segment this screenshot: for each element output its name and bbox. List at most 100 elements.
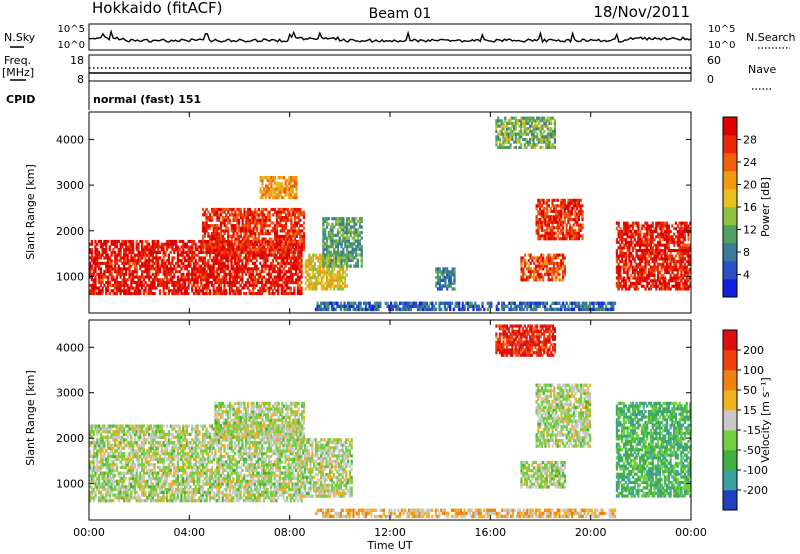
heatmap-cell xyxy=(141,286,144,290)
heatmap-cell xyxy=(232,218,235,222)
heatmap-cell xyxy=(630,229,633,233)
heatmap-cell xyxy=(203,232,206,236)
heatmap-cell xyxy=(653,260,656,264)
heatmap-cell xyxy=(349,228,352,232)
heatmap-cell xyxy=(535,301,538,305)
heatmap-cell xyxy=(418,304,421,308)
heatmap-cell xyxy=(205,221,208,225)
heatmap-cell xyxy=(293,210,297,214)
heatmap-cell xyxy=(327,307,330,312)
heatmap-cell xyxy=(214,234,217,238)
heatmap-cell xyxy=(565,307,568,312)
heatmap-cell xyxy=(336,264,340,268)
heatmap-cell xyxy=(255,270,258,274)
heatmap-cell xyxy=(166,283,169,287)
heatmap-cell xyxy=(579,204,582,208)
heatmap-cell xyxy=(687,260,690,264)
heatmap-cell xyxy=(617,262,620,266)
heatmap-cell xyxy=(293,253,296,257)
heatmap-cell xyxy=(449,301,452,305)
heatmap-cell xyxy=(283,242,286,246)
heatmap-cell xyxy=(513,124,516,128)
heatmap-cell xyxy=(333,225,336,229)
heatmap-cell xyxy=(274,207,277,211)
heatmap-cell xyxy=(678,254,681,258)
heatmap-cell xyxy=(347,217,350,221)
heatmap-cell xyxy=(212,286,215,290)
heatmap-cell xyxy=(126,261,129,265)
heatmap-cell xyxy=(340,284,343,288)
heatmap-cell xyxy=(522,275,525,279)
heatmap-cell xyxy=(151,264,154,268)
cpid-value: normal (fast) 151 xyxy=(93,93,201,106)
heatmap-cell xyxy=(153,283,156,287)
heatmap-cell xyxy=(275,216,278,220)
heatmap-cell xyxy=(529,137,532,141)
heatmap-cell xyxy=(310,259,313,263)
heatmap-cell xyxy=(324,231,327,235)
heatmap-cell xyxy=(212,272,215,276)
heatmap-cell xyxy=(585,304,588,308)
heatmap-cell xyxy=(207,292,210,296)
heatmap-cell xyxy=(173,286,176,290)
heatmap-cell xyxy=(164,253,167,257)
heatmap-cell xyxy=(270,267,273,271)
heatmap-cell xyxy=(513,121,516,125)
heatmap-cell xyxy=(657,265,660,269)
heatmap-cell xyxy=(207,275,210,279)
heatmap-cell xyxy=(322,270,325,274)
heatmap-cell xyxy=(126,267,129,271)
heatmap-cell xyxy=(275,193,278,197)
heatmap-cell xyxy=(324,236,327,240)
heatmap-cell xyxy=(114,286,117,290)
heatmap-cell xyxy=(578,301,581,305)
heatmap-cell xyxy=(282,253,285,257)
heatmap-cell xyxy=(340,228,343,232)
heatmap-cell xyxy=(577,234,580,238)
heatmap-cell xyxy=(90,242,93,246)
heatmap-cell xyxy=(351,253,354,257)
heatmap-cell xyxy=(94,275,97,279)
heatmap-cell xyxy=(664,287,667,291)
heatmap-cell xyxy=(295,184,298,188)
heatmap-cell xyxy=(318,304,321,308)
heatmap-cell xyxy=(268,275,271,279)
heatmap-cell xyxy=(628,243,631,247)
heatmap-cell xyxy=(212,250,215,254)
heatmap-cell xyxy=(648,271,651,275)
heatmap-cell xyxy=(281,229,284,233)
heatmap-cell xyxy=(324,233,327,237)
heatmap-cell xyxy=(546,220,549,224)
heatmap-cell xyxy=(560,220,563,224)
heatmap-cell xyxy=(646,273,649,277)
heatmap-cell xyxy=(248,270,251,274)
heatmap-cell xyxy=(296,292,299,296)
heatmap-cell xyxy=(567,304,570,308)
heatmap-cell xyxy=(687,268,690,272)
heatmap-cell xyxy=(275,218,278,222)
heatmap-cell xyxy=(346,242,349,246)
heatmap-cell xyxy=(540,275,543,279)
heatmap-cell xyxy=(205,213,208,217)
heatmap-cell xyxy=(509,132,512,136)
heatmap-cell xyxy=(459,307,463,312)
heatmap-cell xyxy=(624,227,627,231)
heatmap-cell xyxy=(216,250,219,254)
heatmap-cell xyxy=(440,287,443,291)
heatmap-cell xyxy=(225,248,228,252)
heatmap-cell xyxy=(562,278,565,282)
heatmap-cell xyxy=(234,240,237,244)
heatmap-cell xyxy=(290,237,293,241)
heatmap-cell xyxy=(644,254,647,258)
heatmap-cell xyxy=(234,289,237,293)
heatmap-cell xyxy=(521,119,525,123)
heatmap-cell xyxy=(340,264,343,268)
heatmap-cell xyxy=(96,250,99,254)
heatmap-cell xyxy=(219,210,223,214)
heatmap-cell xyxy=(205,264,208,268)
heatmap-cell xyxy=(563,204,566,208)
heatmap-cell xyxy=(642,240,645,244)
heatmap-cell xyxy=(543,135,546,139)
heatmap-cell xyxy=(551,256,554,260)
heatmap-cell xyxy=(640,273,643,277)
